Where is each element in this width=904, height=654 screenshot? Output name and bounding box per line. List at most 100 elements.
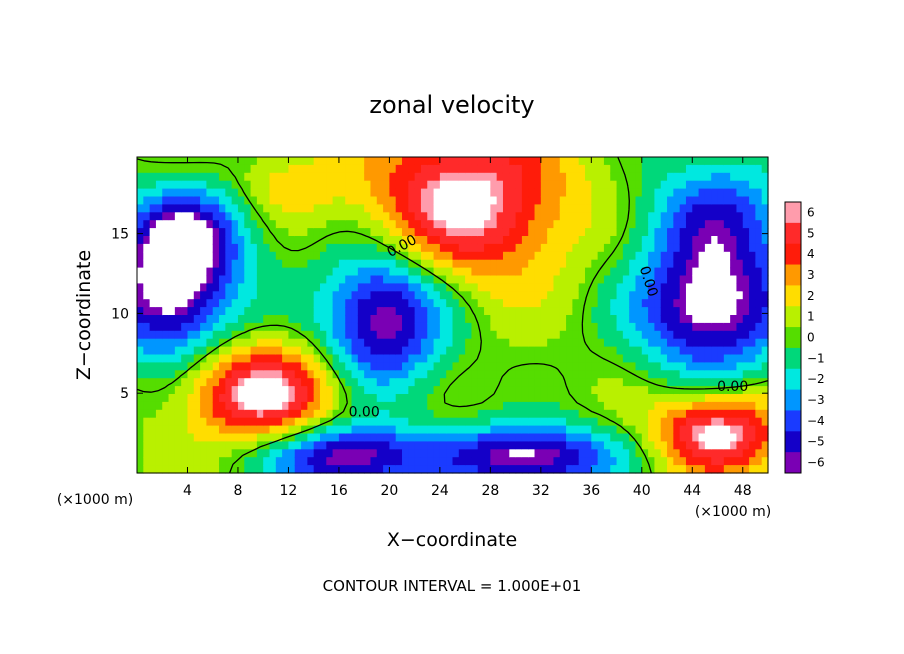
heatmap-cell [420,299,428,308]
heatmap-cell [673,267,681,277]
heatmap-cell [345,362,353,371]
heatmap-cell [288,315,296,324]
heatmap-cell [237,157,245,166]
heatmap-cell [603,417,611,427]
heatmap-cell [408,172,416,182]
heatmap-cell [515,362,523,371]
heatmap-cell [667,449,674,458]
heatmap-cell [395,267,403,277]
heatmap-cell [357,243,365,253]
heatmap-cell [370,307,378,316]
heatmap-cell [439,362,447,371]
heatmap-cell [749,401,756,411]
heatmap-cell [711,315,719,324]
heatmap-cell [326,315,334,324]
heatmap-cell [509,378,517,387]
heatmap-cell [578,164,586,174]
heatmap-cell [402,307,409,316]
heatmap-cell [521,409,529,419]
heatmap-cell [200,172,208,182]
heatmap-cell [383,212,390,221]
heatmap-cell [237,180,245,190]
heatmap-cell [200,449,208,458]
heatmap-cell [755,259,763,269]
heatmap-cell [603,354,611,363]
heatmap-cell [250,315,258,324]
heatmap-cell [730,307,738,316]
heatmap-cell [162,354,170,363]
heatmap-cell [704,291,712,300]
heatmap-cell [534,307,542,316]
heatmap-cell [319,354,327,363]
heatmap-cell [730,394,738,403]
heatmap-cell [559,315,567,324]
heatmap-cell [376,354,384,363]
heatmap-cell [465,315,473,324]
heatmap-cell [212,307,220,316]
heatmap-cell [439,172,447,182]
heatmap-cell [212,338,220,348]
heatmap-cell [420,346,428,356]
heatmap-cell [244,196,252,205]
heatmap-cell [685,386,693,395]
heatmap-cell [685,180,693,190]
heatmap-cell [288,212,296,221]
heatmap-cell [181,204,189,213]
heatmap-cell [585,441,592,450]
heatmap-cell [635,346,643,356]
heatmap-cell [206,394,214,403]
heatmap-cell [351,220,359,229]
heatmap-cell [357,164,365,174]
heatmap-cell [288,188,296,198]
heatmap-cell [326,394,334,403]
heatmap-cell [528,338,536,348]
heatmap-cell [389,188,397,198]
heatmap-cell [585,362,592,371]
heatmap [137,157,769,474]
heatmap-cell [357,354,365,363]
heatmap-cell [572,164,580,174]
heatmap-cell [187,157,195,166]
heatmap-cell [206,291,214,300]
heatmap-cell [648,228,656,237]
heatmap-cell [200,346,208,356]
heatmap-cell [528,409,536,419]
heatmap-cell [660,370,668,379]
heatmap-cell [471,449,479,458]
heatmap-cell [155,330,163,340]
heatmap-cell [730,172,738,182]
heatmap-cell [465,196,473,205]
x-tick-label: 48 [734,483,752,499]
heatmap-cell [465,212,473,221]
heatmap-cell [667,330,674,340]
heatmap-cell [244,220,252,229]
heatmap-cell [414,378,422,387]
heatmap-cell [654,180,662,190]
heatmap-cell [648,212,656,221]
heatmap-cell [219,196,226,205]
heatmap-cell [471,196,479,205]
heatmap-cell [723,307,731,316]
heatmap-cell [200,267,208,277]
heatmap-cell [414,212,422,221]
heatmap-cell [345,354,353,363]
heatmap-cell [610,157,618,166]
heatmap-cell [162,196,170,205]
heatmap-cell [402,251,409,261]
heatmap-cell [704,212,712,221]
heatmap-cell [477,401,485,411]
heatmap-cell [502,409,510,419]
heatmap-cell [263,354,271,363]
heatmap-cell [660,291,668,300]
heatmap-cell [370,449,378,458]
heatmap-cell [452,457,460,466]
heatmap-cell [667,196,674,205]
heatmap-cell [244,386,252,395]
heatmap-cell [294,251,302,261]
heatmap-cell [679,394,687,403]
heatmap-cell [162,457,170,466]
heatmap-cell [572,465,580,474]
heatmap-cell [294,362,302,371]
heatmap-cell [212,164,220,174]
heatmap-cell [458,299,466,308]
